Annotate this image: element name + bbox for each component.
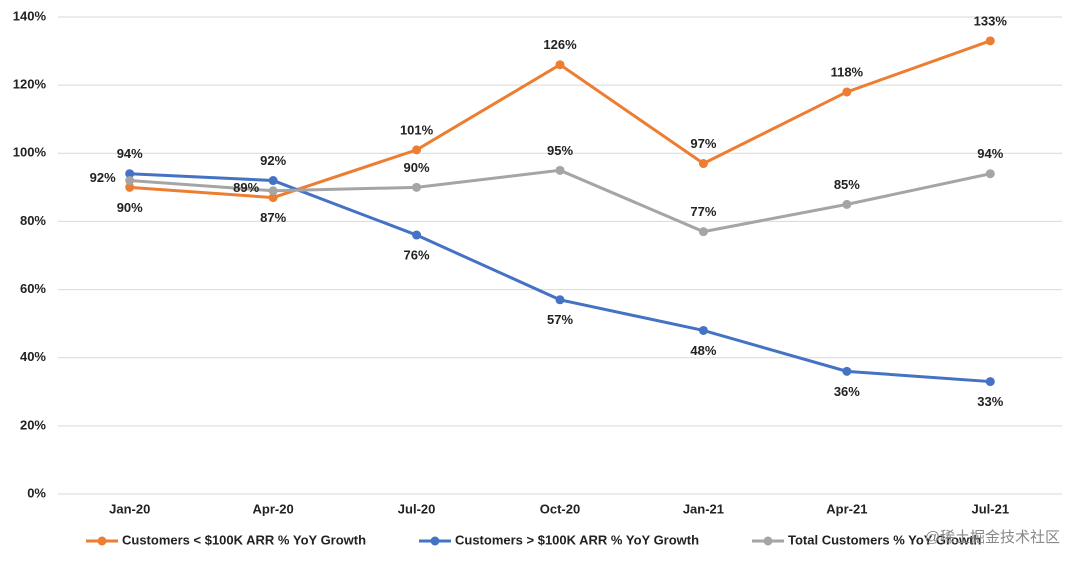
legend-item: Customers < $100K ARR % YoY Growth bbox=[86, 532, 366, 547]
point bbox=[125, 182, 135, 192]
data-label: 101% bbox=[400, 122, 434, 137]
data-label: 92% bbox=[260, 153, 286, 168]
point bbox=[985, 36, 995, 46]
x-tick-label: Jan-20 bbox=[109, 501, 150, 516]
legend-label: Total Customers % YoY Growth bbox=[788, 532, 981, 547]
y-tick-label: 40% bbox=[20, 349, 46, 364]
point bbox=[985, 377, 995, 387]
data-label: 77% bbox=[690, 204, 716, 219]
point bbox=[698, 325, 708, 335]
point bbox=[555, 165, 565, 175]
point bbox=[268, 186, 278, 196]
data-label: 33% bbox=[977, 394, 1003, 409]
watermark: @稀土掘金技术社区 bbox=[925, 529, 1060, 546]
legend-marker bbox=[430, 536, 440, 546]
y-tick-label: 0% bbox=[27, 485, 46, 500]
point bbox=[698, 159, 708, 169]
data-label: 57% bbox=[547, 312, 573, 327]
data-label: 118% bbox=[831, 64, 864, 79]
data-label: 89% bbox=[233, 180, 259, 195]
y-tick-label: 80% bbox=[20, 213, 46, 228]
y-tick-label: 60% bbox=[20, 281, 46, 296]
series-line bbox=[129, 172, 991, 384]
point bbox=[555, 60, 565, 70]
point bbox=[842, 366, 852, 376]
legend-marker bbox=[97, 536, 107, 546]
data-label: 85% bbox=[834, 177, 860, 192]
data-label: 126% bbox=[543, 37, 577, 52]
x-tick-label: Apr-21 bbox=[826, 501, 867, 516]
point bbox=[842, 199, 852, 209]
data-label: 36% bbox=[834, 384, 860, 399]
y-tick-label: 100% bbox=[13, 145, 47, 160]
legend-item: Total Customers % YoY Growth bbox=[752, 532, 981, 547]
legend-label: Customers > $100K ARR % YoY Growth bbox=[455, 532, 699, 547]
x-tick-label: Jul-20 bbox=[398, 501, 436, 516]
legend-item: Customers > $100K ARR % YoY Growth bbox=[419, 532, 699, 547]
x-tick-label: Apr-20 bbox=[253, 501, 294, 516]
point bbox=[698, 227, 708, 237]
point bbox=[985, 169, 995, 179]
y-tick-label: 140% bbox=[13, 8, 47, 23]
data-label: 94% bbox=[117, 146, 143, 161]
data-label: 90% bbox=[404, 160, 430, 175]
point bbox=[125, 176, 135, 186]
data-label: 94% bbox=[977, 146, 1003, 161]
data-label: 48% bbox=[690, 343, 716, 358]
data-label: 90% bbox=[117, 200, 143, 215]
point bbox=[125, 169, 135, 179]
legend-marker bbox=[763, 536, 773, 546]
x-tick-label: Jul-21 bbox=[971, 501, 1009, 516]
point bbox=[555, 295, 565, 305]
point bbox=[268, 176, 278, 186]
y-tick-label: 20% bbox=[20, 417, 46, 432]
data-label: 133% bbox=[974, 13, 1008, 28]
point bbox=[842, 87, 852, 97]
data-label: 76% bbox=[404, 247, 430, 262]
x-tick-label: Oct-20 bbox=[540, 501, 580, 516]
data-label: 97% bbox=[690, 136, 716, 151]
point bbox=[412, 230, 422, 240]
data-label: 87% bbox=[260, 210, 286, 225]
data-label: 92% bbox=[90, 170, 116, 185]
point bbox=[268, 193, 278, 203]
y-tick-label: 120% bbox=[13, 77, 47, 92]
data-label: 95% bbox=[547, 143, 573, 158]
point bbox=[412, 182, 422, 192]
point bbox=[412, 145, 422, 155]
x-tick-label: Jan-21 bbox=[683, 501, 724, 516]
legend-label: Customers < $100K ARR % YoY Growth bbox=[122, 532, 366, 547]
